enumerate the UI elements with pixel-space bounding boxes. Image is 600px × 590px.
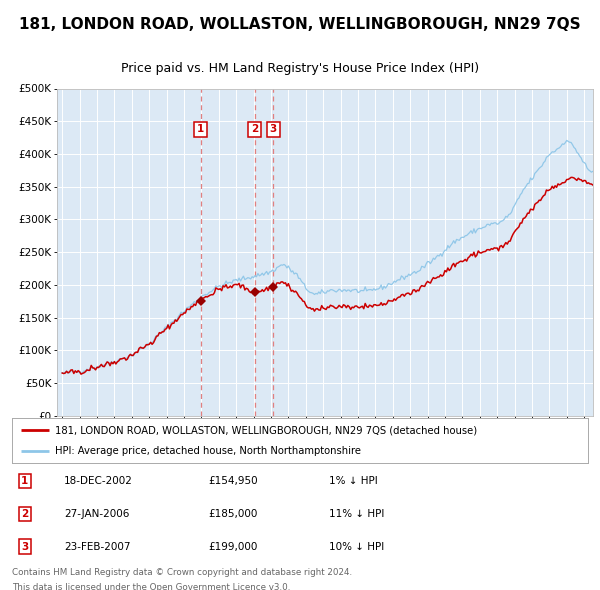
Text: This data is licensed under the Open Government Licence v3.0.: This data is licensed under the Open Gov…	[12, 582, 290, 590]
Text: HPI: Average price, detached house, North Northamptonshire: HPI: Average price, detached house, Nort…	[55, 446, 361, 456]
Text: Price paid vs. HM Land Registry's House Price Index (HPI): Price paid vs. HM Land Registry's House …	[121, 61, 479, 74]
Text: 1: 1	[21, 476, 28, 486]
Text: 2: 2	[21, 509, 28, 519]
Text: 1: 1	[197, 124, 205, 135]
Text: 181, LONDON ROAD, WOLLASTON, WELLINGBOROUGH, NN29 7QS (detached house): 181, LONDON ROAD, WOLLASTON, WELLINGBORO…	[55, 425, 478, 435]
Text: £154,950: £154,950	[208, 476, 257, 486]
Text: 23-FEB-2007: 23-FEB-2007	[64, 542, 130, 552]
Text: 10% ↓ HPI: 10% ↓ HPI	[329, 542, 384, 552]
Text: 2: 2	[251, 124, 259, 135]
Text: £199,000: £199,000	[208, 542, 257, 552]
Text: 1% ↓ HPI: 1% ↓ HPI	[329, 476, 377, 486]
Text: 181, LONDON ROAD, WOLLASTON, WELLINGBOROUGH, NN29 7QS: 181, LONDON ROAD, WOLLASTON, WELLINGBORO…	[19, 17, 581, 32]
Text: 3: 3	[270, 124, 277, 135]
Text: 18-DEC-2002: 18-DEC-2002	[64, 476, 133, 486]
Text: 27-JAN-2006: 27-JAN-2006	[64, 509, 129, 519]
Text: 3: 3	[21, 542, 28, 552]
Text: Contains HM Land Registry data © Crown copyright and database right 2024.: Contains HM Land Registry data © Crown c…	[12, 568, 352, 577]
Text: £185,000: £185,000	[208, 509, 257, 519]
Text: 11% ↓ HPI: 11% ↓ HPI	[329, 509, 384, 519]
